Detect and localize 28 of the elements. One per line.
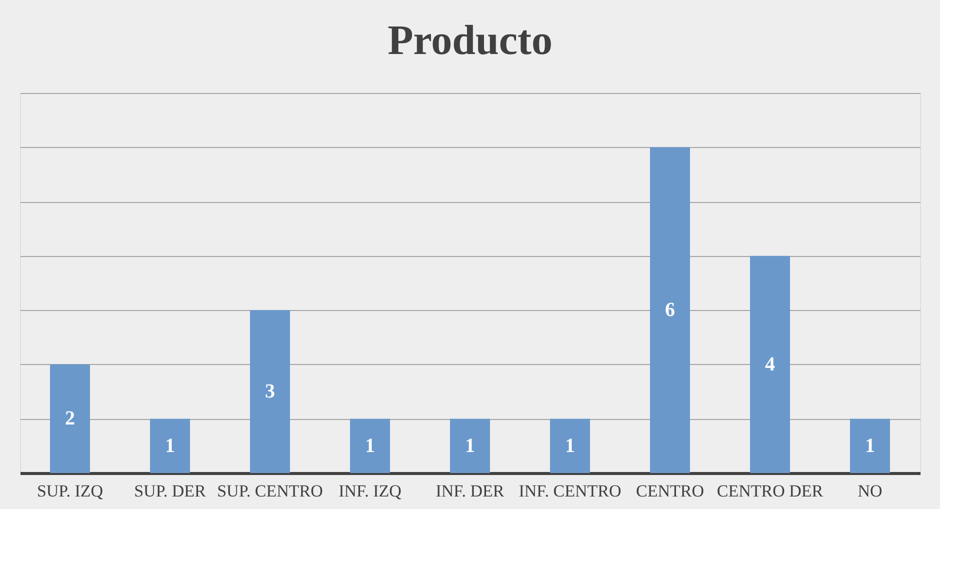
data-label: 4: [765, 353, 775, 376]
bar: [50, 364, 90, 473]
data-label: 1: [365, 434, 375, 457]
data-label: 1: [565, 434, 575, 457]
bar: [450, 418, 490, 473]
data-label: 1: [165, 434, 175, 457]
bar: [150, 418, 190, 473]
bar: [350, 418, 390, 473]
data-label: 1: [865, 434, 875, 457]
x-tick-label: SUP. DER: [134, 482, 207, 500]
x-tick-label: INF. CENTRO: [518, 482, 622, 500]
bar: [750, 256, 790, 473]
data-label: 1: [465, 434, 475, 457]
x-tick-label: SUP. IZQ: [36, 482, 104, 500]
x-tick-label: CENTRO: [636, 482, 704, 500]
bar: [250, 310, 290, 473]
data-label: 2: [65, 408, 75, 430]
x-tick-label: SUP. CENTRO: [217, 482, 323, 500]
bar: [650, 147, 690, 473]
data-label: 3: [265, 380, 275, 403]
x-tick-label: INF. DER: [436, 482, 505, 500]
data-label: 6: [665, 299, 675, 322]
x-tick-label: CENTRO DER: [716, 482, 824, 500]
x-tick-label: INF. IZQ: [338, 482, 402, 500]
x-tick-label: NO: [858, 482, 882, 500]
bar: [550, 418, 590, 473]
bar: [850, 418, 890, 473]
chart-title: Producto: [388, 18, 552, 64]
